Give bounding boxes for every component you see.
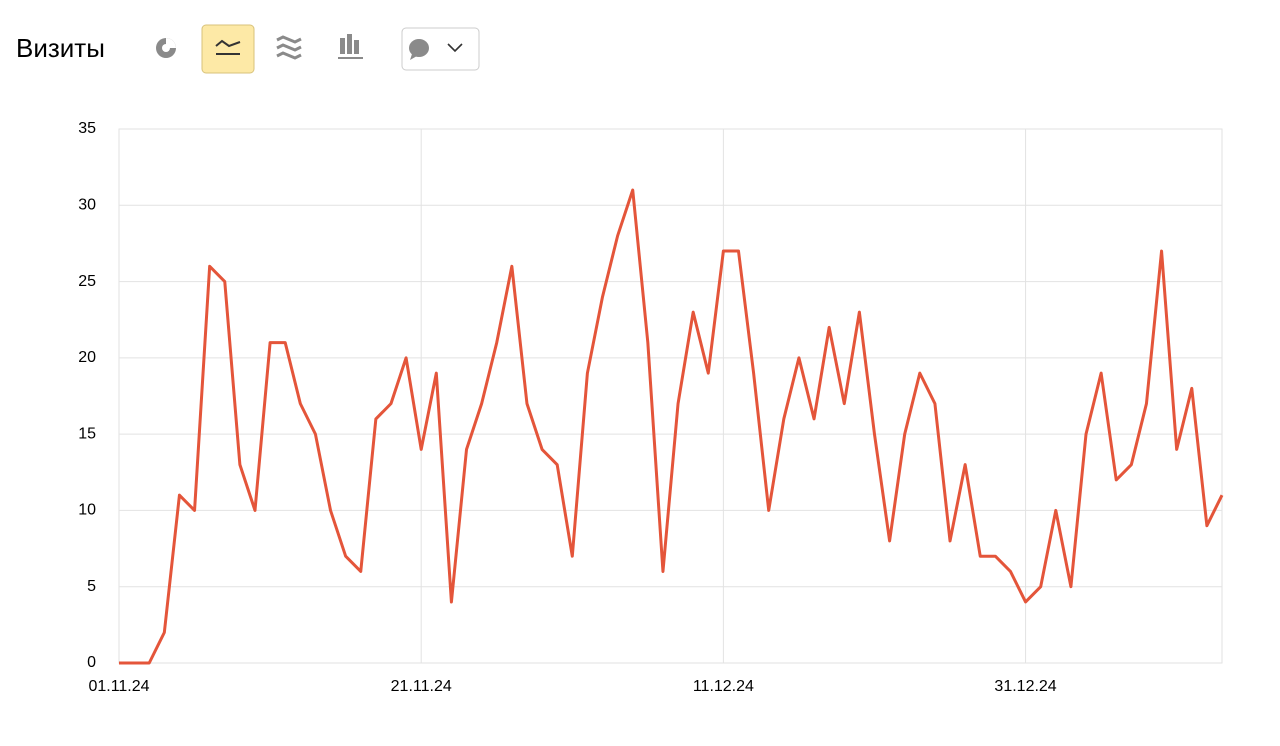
y-tick-label: 35 bbox=[78, 120, 96, 137]
y-tick-label: 5 bbox=[87, 578, 96, 595]
y-tick-label: 0 bbox=[87, 654, 96, 671]
x-tick-label: 21.11.24 bbox=[391, 678, 452, 695]
comment-dropdown[interactable] bbox=[401, 27, 480, 71]
page-title: Визиты bbox=[16, 33, 105, 63]
y-tick-label: 10 bbox=[78, 502, 96, 519]
line bbox=[119, 188, 1224, 665]
pie-button[interactable] bbox=[156, 38, 176, 58]
x-tick-label: 31.12.24 bbox=[994, 678, 1056, 695]
x-tick-label: 11.12.24 bbox=[693, 678, 754, 695]
area-button[interactable] bbox=[276, 35, 302, 60]
y-tick-label: 25 bbox=[78, 273, 96, 290]
y-tick-label: 20 bbox=[78, 349, 96, 366]
y-tick-label: 15 bbox=[78, 425, 96, 442]
y-tick-label: 30 bbox=[78, 197, 96, 214]
line-button[interactable] bbox=[201, 24, 255, 74]
x-tick-label: 01.11.24 bbox=[88, 678, 149, 695]
bar-button[interactable] bbox=[338, 34, 363, 59]
chart: 0 5 10 15 20 25 30 35 01.11.24 21.11.24 11.12.24 31… bbox=[78, 120, 1224, 695]
plot-frame bbox=[118, 128, 1223, 664]
